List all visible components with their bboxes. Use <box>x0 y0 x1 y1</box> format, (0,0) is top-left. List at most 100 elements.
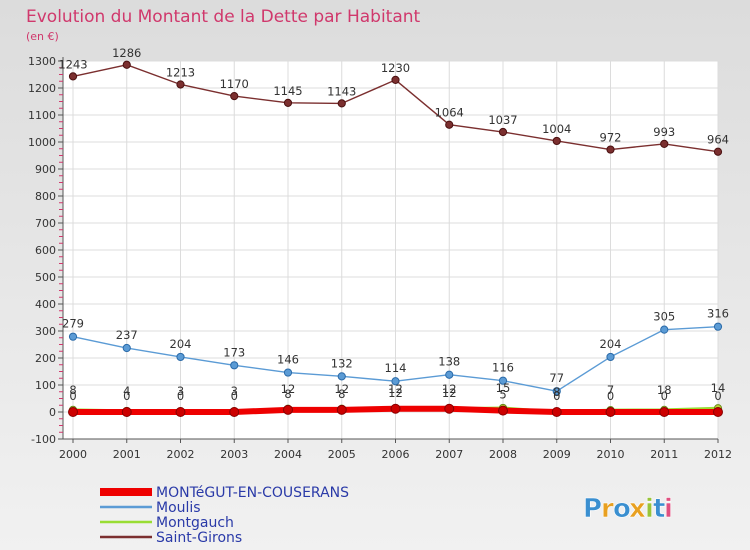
legend: MONTéGUT-EN-COUSERANSMoulisMontgauchSain… <box>100 485 349 546</box>
data-label: 8 <box>69 383 76 397</box>
data-label: 1170 <box>220 77 249 91</box>
axes: -100010020030040050060070080090010001100… <box>28 55 732 461</box>
logo-letter: x <box>629 494 646 524</box>
data-label: 12 <box>334 382 349 396</box>
data-point <box>605 407 616 417</box>
data-point <box>391 377 400 386</box>
data-label: 173 <box>223 345 245 359</box>
data-point <box>175 407 186 417</box>
data-label: 204 <box>170 337 192 351</box>
data-point <box>176 80 185 89</box>
data-point <box>660 139 669 148</box>
x-tick-label: 2006 <box>382 448 410 461</box>
data-label: 132 <box>331 356 353 370</box>
y-tick-label: 1100 <box>28 109 56 122</box>
data-label: 0 <box>231 389 238 403</box>
data-label: 0 <box>661 389 668 403</box>
y-tick-label: 200 <box>35 352 56 365</box>
data-point <box>68 407 78 417</box>
x-tick-label: 2010 <box>597 448 625 461</box>
data-label: 3 <box>231 384 238 398</box>
data-point <box>122 343 131 353</box>
x-tick-label: 2000 <box>59 448 87 461</box>
data-point <box>230 361 239 370</box>
data-label: 14 <box>711 381 726 395</box>
data-point <box>390 403 401 414</box>
data-label: 964 <box>707 133 729 147</box>
logo-letter: o <box>613 494 631 524</box>
data-label: 1143 <box>327 84 356 98</box>
data-point <box>337 372 346 381</box>
grid-lines <box>63 60 719 440</box>
y-tick-label: 500 <box>35 271 56 284</box>
data-label: 1037 <box>488 113 517 127</box>
data-point <box>606 352 615 362</box>
legend-label: MONTéGUT-EN-COUSERANS <box>156 485 349 501</box>
data-label: 8 <box>284 387 291 401</box>
data-point <box>713 322 723 331</box>
data-point <box>498 376 508 385</box>
data-point <box>606 145 615 154</box>
data-label: 12 <box>388 386 403 400</box>
data-label: 12 <box>388 382 403 396</box>
data-label: 4 <box>123 384 130 398</box>
data-label: 12 <box>442 386 457 400</box>
x-tick-label: 2002 <box>167 448 195 461</box>
data-label: 0 <box>553 389 560 403</box>
logo-letter: t <box>653 494 665 524</box>
data-point <box>336 404 347 415</box>
data-point <box>552 136 561 146</box>
logo-letter: i <box>645 494 654 524</box>
y-tick-label: 700 <box>35 217 56 230</box>
data-point <box>498 127 508 137</box>
data-label: 279 <box>62 317 84 331</box>
x-tick-label: 2009 <box>543 448 571 461</box>
data-point <box>121 407 132 417</box>
data-label: 77 <box>549 371 564 385</box>
data-label: 204 <box>600 337 622 351</box>
y-tick-label: 600 <box>35 244 56 257</box>
data-point <box>337 99 346 108</box>
data-label: 12 <box>442 382 457 396</box>
data-label: 972 <box>600 131 622 145</box>
x-tick-label: 2001 <box>113 448 141 461</box>
data-point <box>552 387 561 396</box>
data-point <box>283 98 293 107</box>
data-label: 1145 <box>273 84 302 98</box>
data-point <box>68 72 78 81</box>
data-label: 1064 <box>435 106 464 120</box>
y-tick-label: 0 <box>49 406 56 419</box>
logo-letter: r <box>601 494 614 524</box>
data-label: 116 <box>492 361 514 375</box>
x-tick-label: 2011 <box>650 448 678 461</box>
data-label: 1243 <box>58 57 87 71</box>
data-point <box>122 60 131 69</box>
data-label: 993 <box>653 125 675 139</box>
data-label: 0 <box>123 389 130 403</box>
data-label: 15 <box>496 381 511 395</box>
y-tick-label: 1200 <box>28 82 56 95</box>
y-tick-label: 1300 <box>28 55 56 68</box>
data-point <box>659 407 670 417</box>
data-point <box>551 407 562 417</box>
data-point <box>229 407 240 417</box>
chart-subtitle: (en €) <box>26 30 59 43</box>
data-label: 0 <box>714 389 721 403</box>
y-tick-label: 800 <box>35 190 56 203</box>
data-label: 305 <box>653 310 675 324</box>
y-tick-label: -100 <box>31 433 56 446</box>
data-point <box>713 147 723 156</box>
logo-letter: i <box>664 494 673 524</box>
legend-label: Montgauch <box>156 515 234 531</box>
data-label: 0 <box>607 389 614 403</box>
x-tick-label: 2012 <box>704 448 732 461</box>
data-label: 1004 <box>542 122 571 136</box>
data-point <box>445 120 454 129</box>
legend-label: Saint-Girons <box>156 530 242 546</box>
data-point <box>444 403 455 414</box>
data-label: 237 <box>116 328 138 342</box>
data-label: 138 <box>438 355 460 369</box>
y-tick-label: 100 <box>35 379 56 392</box>
data-label: 1230 <box>381 61 410 75</box>
